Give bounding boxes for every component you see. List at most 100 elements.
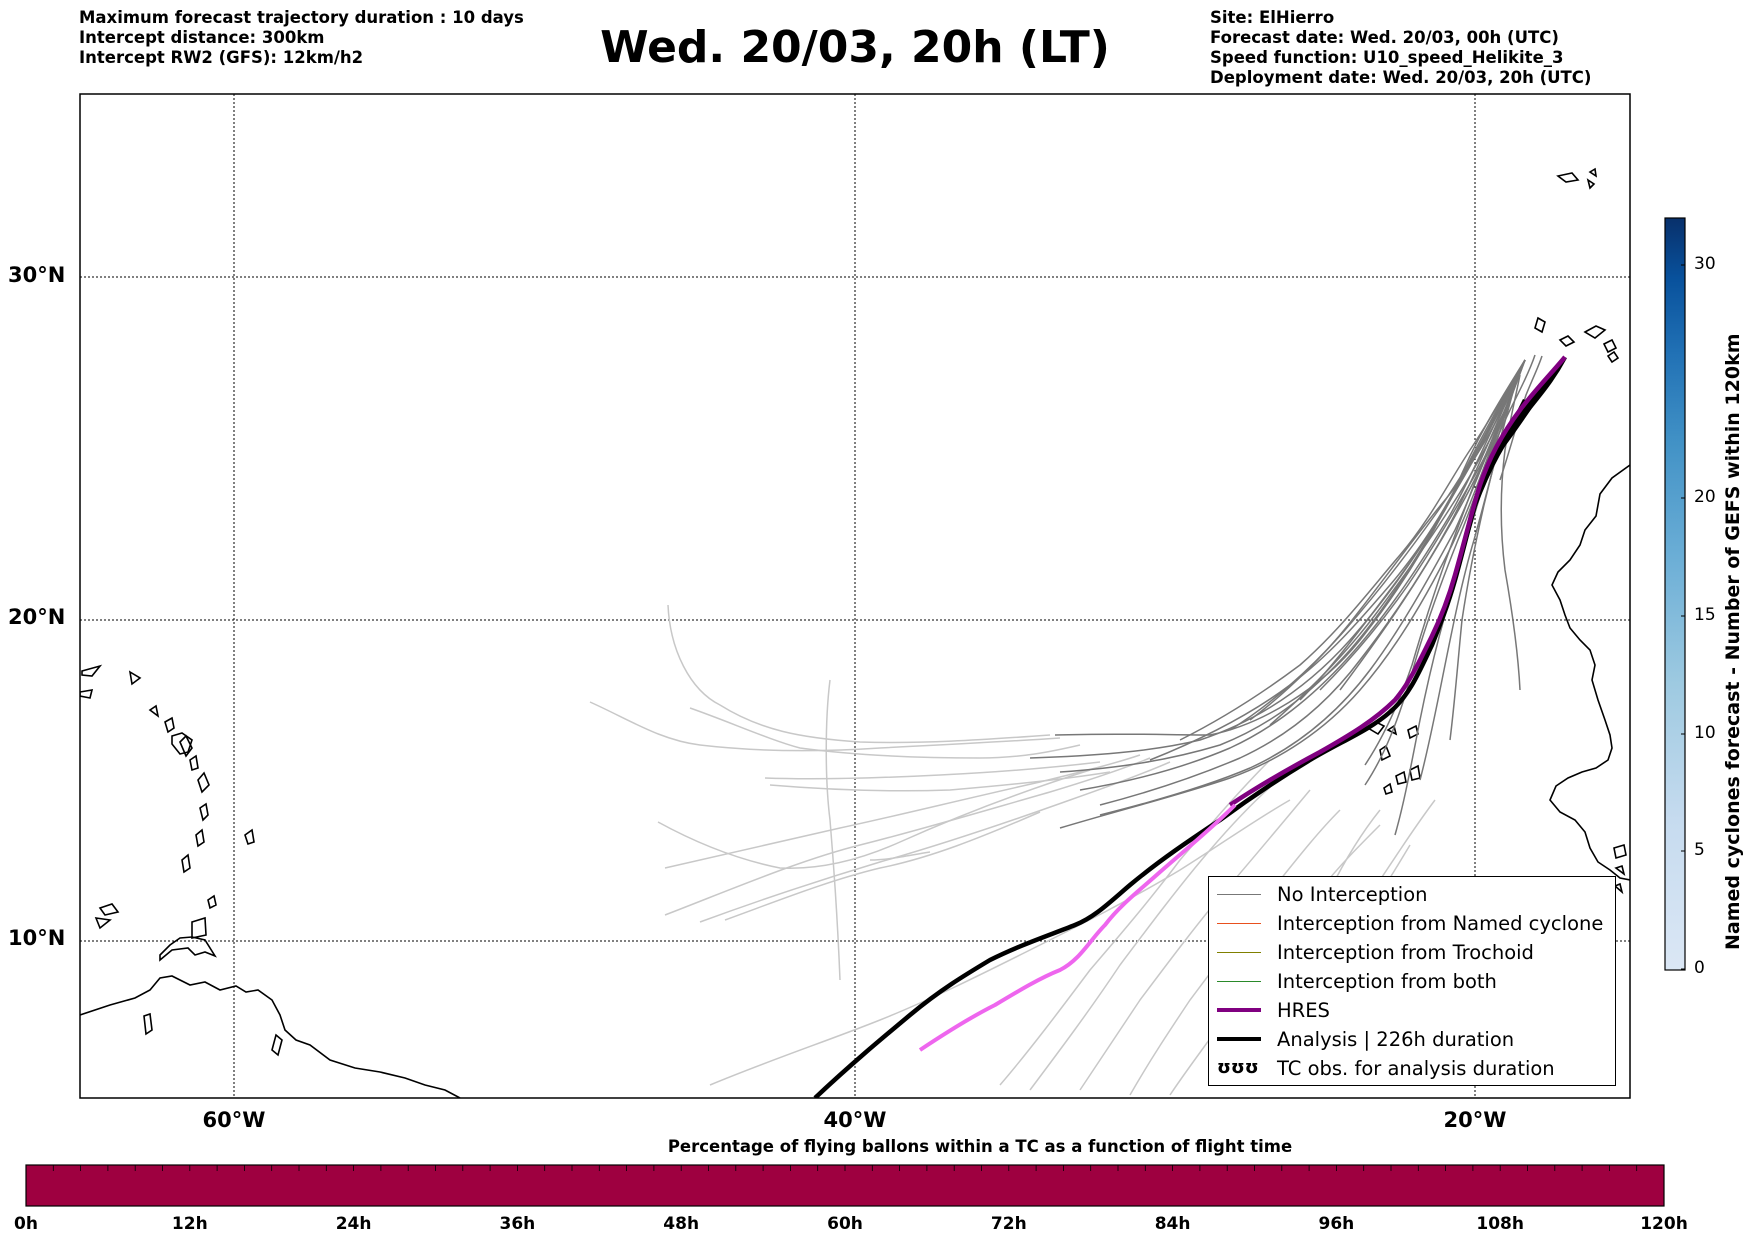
hres-forecast-track bbox=[918, 803, 1237, 1052]
header-left-line: Intercept distance: 300km bbox=[79, 28, 325, 47]
legend-item: ʊʊʊ TC obs. for analysis duration bbox=[1217, 1055, 1555, 1081]
faded-trajectory bbox=[869, 851, 931, 861]
legend-label: HRES bbox=[1277, 998, 1330, 1022]
trajectory bbox=[1364, 399, 1511, 766]
flight-time-tick-label: 60h bbox=[827, 1214, 863, 1234]
trajectory bbox=[1054, 359, 1526, 736]
analysis-track-tail bbox=[1472, 355, 1567, 506]
faded-trajectory bbox=[589, 701, 1061, 752]
legend-label: Interception from both bbox=[1277, 969, 1497, 993]
faded-trajectory bbox=[1079, 789, 1311, 1091]
legend-swatch bbox=[1217, 922, 1261, 924]
flight-time-tick-label: 108h bbox=[1476, 1214, 1524, 1234]
flight-time-tick-label: 12h bbox=[171, 1214, 208, 1234]
lat-tick-10n: 10°N bbox=[8, 926, 66, 950]
trajectory bbox=[1099, 359, 1526, 806]
legend-item: Interception from both bbox=[1217, 968, 1497, 994]
puerto-rico-islands bbox=[80, 664, 199, 772]
lon-tick-60w: 60°W bbox=[202, 1108, 266, 1132]
legend-item: Analysis | 226h duration bbox=[1217, 1026, 1514, 1052]
colorbar-tick: 0 bbox=[1694, 958, 1705, 978]
flight-time-tick-label: 48h bbox=[663, 1214, 700, 1234]
faded-trajectory bbox=[825, 679, 841, 981]
faded-trajectory bbox=[664, 757, 1151, 916]
header-info-right: Site: ElHierro Forecast date: Wed. 20/03… bbox=[1210, 8, 1591, 88]
no-interception-trajectories bbox=[1029, 354, 1543, 836]
faded-trajectory bbox=[699, 761, 1171, 923]
flight-time-tick-label: 96h bbox=[1318, 1214, 1355, 1234]
legend-label: Interception from Trochoid bbox=[1277, 940, 1534, 964]
colorbar-tick: 15 bbox=[1694, 605, 1716, 625]
header-right-line: Deployment date: Wed. 20/03, 20h (UTC) bbox=[1210, 68, 1592, 87]
colorbar-tick: 10 bbox=[1694, 723, 1716, 743]
coastlines bbox=[80, 167, 1630, 1098]
trajectory bbox=[1249, 359, 1526, 721]
trajectory bbox=[1500, 374, 1521, 691]
flight-time-tick-label: 36h bbox=[499, 1214, 536, 1234]
cape-verde-islands bbox=[1366, 721, 1421, 796]
legend-label: No Interception bbox=[1277, 882, 1428, 906]
guinea-coast-islands bbox=[1613, 843, 1627, 895]
legend-swatch bbox=[1217, 980, 1261, 982]
header-info-left: Maximum forecast trajectory duration : 1… bbox=[79, 8, 524, 68]
faded-trajectory bbox=[764, 761, 1101, 780]
africa-coast bbox=[1549, 464, 1630, 881]
faded-trajectory bbox=[724, 811, 1041, 921]
legend-item: Interception from Trochoid bbox=[1217, 939, 1534, 965]
legend-swatch bbox=[1217, 1008, 1261, 1012]
tc-obs-icon: ʊʊʊ bbox=[1217, 1057, 1259, 1078]
flight-time-title: Percentage of flying ballons within a TC… bbox=[667, 1137, 1293, 1156]
header-right-line: Speed function: U10_speed_Helikite_3 bbox=[1210, 48, 1564, 67]
legend-label: Interception from Named cyclone bbox=[1277, 911, 1604, 935]
legend-item: Interception from Named cyclone bbox=[1217, 910, 1603, 936]
legend: No Interception Interception from Named … bbox=[1208, 876, 1616, 1086]
colorbar-tick: 5 bbox=[1694, 840, 1705, 860]
lesser-antilles bbox=[179, 734, 255, 910]
header-left-line: Maximum forecast trajectory duration : 1… bbox=[79, 8, 524, 27]
legend-label: TC obs. for analysis duration bbox=[1277, 1056, 1555, 1080]
colorbar bbox=[1664, 217, 1686, 971]
legend-label: Analysis | 226h duration bbox=[1277, 1027, 1515, 1051]
colorbar-tick: 30 bbox=[1694, 254, 1716, 274]
colorbar-ticks bbox=[1681, 264, 1685, 970]
madeira-islands bbox=[1556, 167, 1598, 190]
flight-time-tick-label: 72h bbox=[990, 1214, 1027, 1234]
trajectory bbox=[1499, 355, 1543, 481]
trajectory bbox=[1299, 359, 1526, 701]
faded-trajectory bbox=[664, 754, 1141, 869]
tobago-grenada bbox=[94, 903, 283, 1057]
faded-trajectory bbox=[689, 707, 1081, 759]
trajectory bbox=[1059, 359, 1526, 773]
flight-time-tick-label: 120h bbox=[1640, 1214, 1688, 1234]
faded-trajectory bbox=[1029, 769, 1291, 1091]
flight-time-tick-label: 24h bbox=[335, 1214, 372, 1234]
legend-swatch bbox=[1217, 893, 1261, 895]
flight-time-tick-label: 84h bbox=[1154, 1214, 1191, 1234]
header-right-line: Site: ElHierro bbox=[1210, 8, 1335, 27]
lat-tick-30n: 30°N bbox=[8, 263, 66, 287]
colorbar-tick: 20 bbox=[1694, 487, 1716, 507]
hres-track bbox=[1228, 355, 1567, 807]
trajectory bbox=[1059, 359, 1526, 829]
lon-tick-40w: 40°W bbox=[823, 1108, 887, 1132]
legend-item: No Interception bbox=[1217, 881, 1428, 907]
faded-trajectory bbox=[657, 769, 1091, 870]
venezuela-coast bbox=[159, 936, 217, 962]
header-left-line: Intercept RW2 (GFS): 12km/h2 bbox=[79, 48, 364, 67]
lon-tick-20w: 20°W bbox=[1443, 1108, 1507, 1132]
trajectory bbox=[1099, 359, 1526, 816]
flight-time-tick-label: 0h bbox=[14, 1214, 38, 1234]
legend-swatch bbox=[1217, 1037, 1261, 1041]
legend-swatch bbox=[1217, 951, 1261, 953]
trajectory bbox=[1149, 359, 1526, 761]
canary-islands bbox=[1534, 316, 1620, 364]
south-america-coast bbox=[80, 975, 461, 1098]
page-title: Wed. 20/03, 20h (LT) bbox=[600, 22, 1110, 73]
legend-item: HRES bbox=[1217, 997, 1330, 1023]
lat-tick-20n: 20°N bbox=[8, 605, 66, 629]
trinidad-island bbox=[191, 916, 207, 939]
faded-trajectory bbox=[999, 759, 1271, 1086]
flight-time-bar bbox=[25, 1164, 1665, 1207]
faded-trajectory bbox=[667, 604, 1051, 744]
flight-time-ticks bbox=[52, 1165, 1638, 1171]
